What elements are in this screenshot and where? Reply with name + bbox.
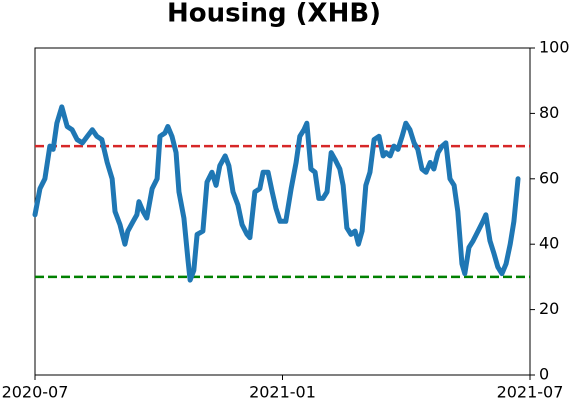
y-tick-label: 60 (539, 168, 559, 187)
y-tick-label: 100 (539, 38, 570, 57)
x-tick-label: 2021-07 (497, 383, 564, 402)
y-tick-label: 40 (539, 234, 559, 253)
y-tick-label: 20 (539, 299, 559, 318)
chart-title: Housing (XHB) (167, 0, 381, 29)
x-tick-label: 2021-01 (249, 383, 316, 402)
y-tick-label: 0 (539, 365, 549, 384)
y-tick-label: 80 (539, 103, 559, 122)
series-line (32, 104, 521, 283)
x-tick-label: 2020-07 (2, 383, 69, 402)
